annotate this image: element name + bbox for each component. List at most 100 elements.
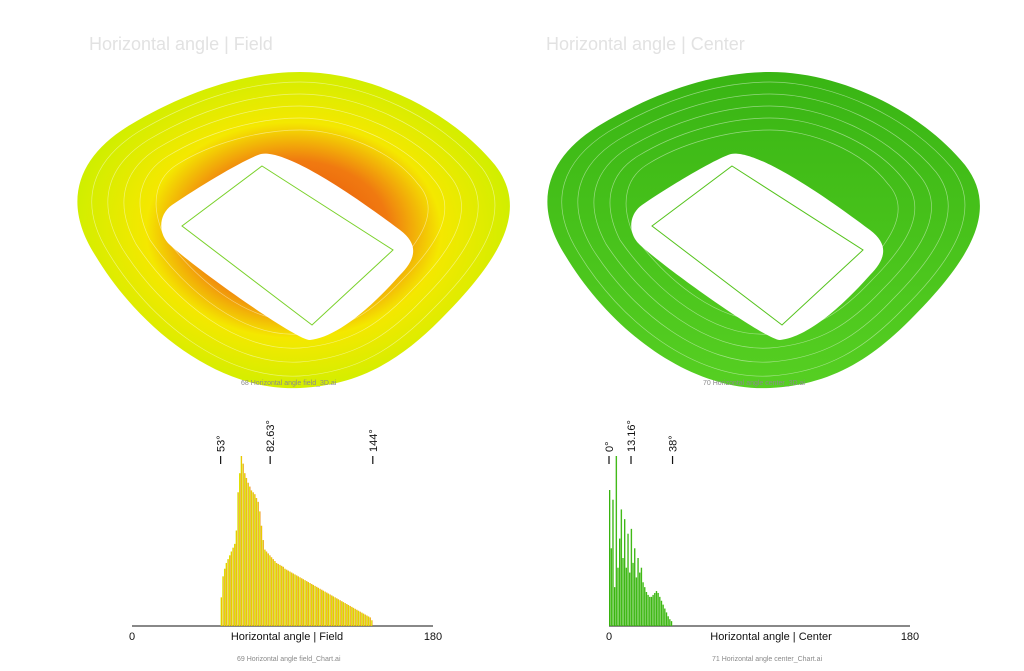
center-bar — [612, 499, 614, 626]
field-bar — [250, 490, 253, 626]
field-x-tick-0: 0 — [129, 631, 135, 643]
field-bar — [249, 486, 251, 626]
center-bar — [617, 567, 619, 626]
field-bar — [347, 604, 350, 626]
field-bar — [275, 562, 278, 626]
field-bar — [240, 456, 243, 626]
field-bar — [230, 551, 233, 626]
left-panel-title: Horizontal angle | Field — [89, 34, 273, 54]
field-annotation-label: 82.63° — [265, 420, 277, 452]
field-bar — [329, 594, 331, 626]
field-bar — [361, 612, 363, 626]
field-bar — [264, 549, 266, 626]
field-bar — [259, 511, 261, 626]
field-bar — [299, 577, 301, 626]
center-bar — [610, 548, 613, 626]
field-bar — [325, 592, 328, 626]
center-bar — [635, 577, 638, 626]
field-bar — [362, 613, 365, 626]
field-bar — [269, 555, 271, 626]
field-bar — [330, 595, 333, 626]
field-bar — [232, 547, 234, 626]
field-bar — [314, 585, 316, 626]
field-bar — [327, 593, 330, 626]
field-bar — [272, 559, 274, 626]
center-bar — [619, 538, 621, 626]
field-bar — [220, 597, 222, 626]
center-bar — [665, 612, 668, 626]
field-bar — [254, 494, 256, 626]
field-bar — [317, 587, 319, 626]
field-bar — [289, 571, 291, 626]
field-bar — [265, 551, 268, 626]
center-annotation-label: 13.16° — [626, 420, 638, 452]
field-annotation-label: 144° — [368, 429, 380, 452]
center-bar — [625, 567, 628, 626]
field-bars-group — [220, 456, 373, 626]
center-bars-group — [609, 456, 673, 626]
field-bar — [307, 582, 309, 626]
field-bar — [223, 568, 226, 626]
left-field-hole — [161, 153, 414, 341]
center-bar — [662, 604, 664, 626]
field-bar — [332, 596, 335, 626]
field-bar — [292, 573, 294, 626]
field-bar — [270, 557, 273, 626]
center-x-axis-label: Horizontal angle | Center — [710, 631, 832, 643]
center-bar — [630, 528, 633, 626]
field-bar — [312, 584, 314, 626]
field-bar — [354, 608, 356, 626]
right-field-outline — [651, 165, 864, 326]
field-bar — [309, 583, 311, 626]
field-x-tick-180: 180 — [424, 631, 442, 643]
field-bar — [319, 588, 321, 626]
field-bar — [290, 572, 293, 626]
center-annotations-group: 0° 13.16° 38° — [604, 420, 680, 464]
field-bar — [367, 616, 370, 626]
center-bar — [642, 582, 644, 626]
field-bar — [344, 603, 346, 626]
right-chart-caption: 71 Horizontal angle center_Chart.ai — [712, 656, 823, 663]
field-bar — [284, 568, 286, 626]
field-bar — [237, 492, 239, 626]
field-bar — [357, 610, 360, 626]
field-bar — [228, 555, 231, 626]
center-x-tick-0: 0 — [606, 631, 612, 643]
field-x-axis-label: Horizontal angle | Field — [231, 631, 343, 643]
field-bar — [371, 620, 373, 626]
field-bar — [274, 561, 276, 626]
field-bar — [341, 601, 343, 626]
field-bar — [324, 591, 326, 626]
field-bar — [247, 482, 249, 626]
field-bar — [366, 615, 368, 626]
field-bar — [235, 530, 238, 626]
field-bar — [260, 525, 263, 626]
center-bar — [667, 616, 669, 626]
right-stadium-graphic — [547, 72, 980, 389]
field-bar — [337, 599, 340, 626]
field-bar — [245, 477, 248, 626]
center-bar — [639, 572, 641, 626]
field-bar — [349, 605, 351, 626]
left-stadium-graphic — [77, 72, 510, 389]
center-bar — [660, 600, 663, 626]
field-bar — [287, 570, 289, 626]
field-bar — [285, 569, 288, 626]
center-bar — [657, 592, 659, 626]
field-bar — [242, 463, 244, 626]
center-bar — [649, 596, 651, 626]
field-bar — [315, 586, 318, 626]
left-chart-caption: 69 Horizontal angle field_Chart.ai — [237, 656, 341, 663]
field-bar — [300, 578, 303, 626]
right-3d-caption: 70 Horizontal angle center_3D.ai — [703, 380, 805, 387]
right-field-hole — [631, 153, 884, 341]
center-bar — [670, 621, 673, 626]
field-bar — [302, 579, 304, 626]
center-bar — [655, 591, 658, 626]
field-bar — [252, 492, 254, 626]
center-bar — [622, 558, 624, 626]
center-histogram: 0 180 Horizontal angle | Center 0° 13.16°… — [604, 420, 919, 643]
field-histogram: 0 180 Horizontal angle | Field 53° 82.63°… — [129, 420, 442, 643]
field-bar — [239, 473, 241, 626]
center-x-tick-180: 180 — [901, 631, 919, 643]
